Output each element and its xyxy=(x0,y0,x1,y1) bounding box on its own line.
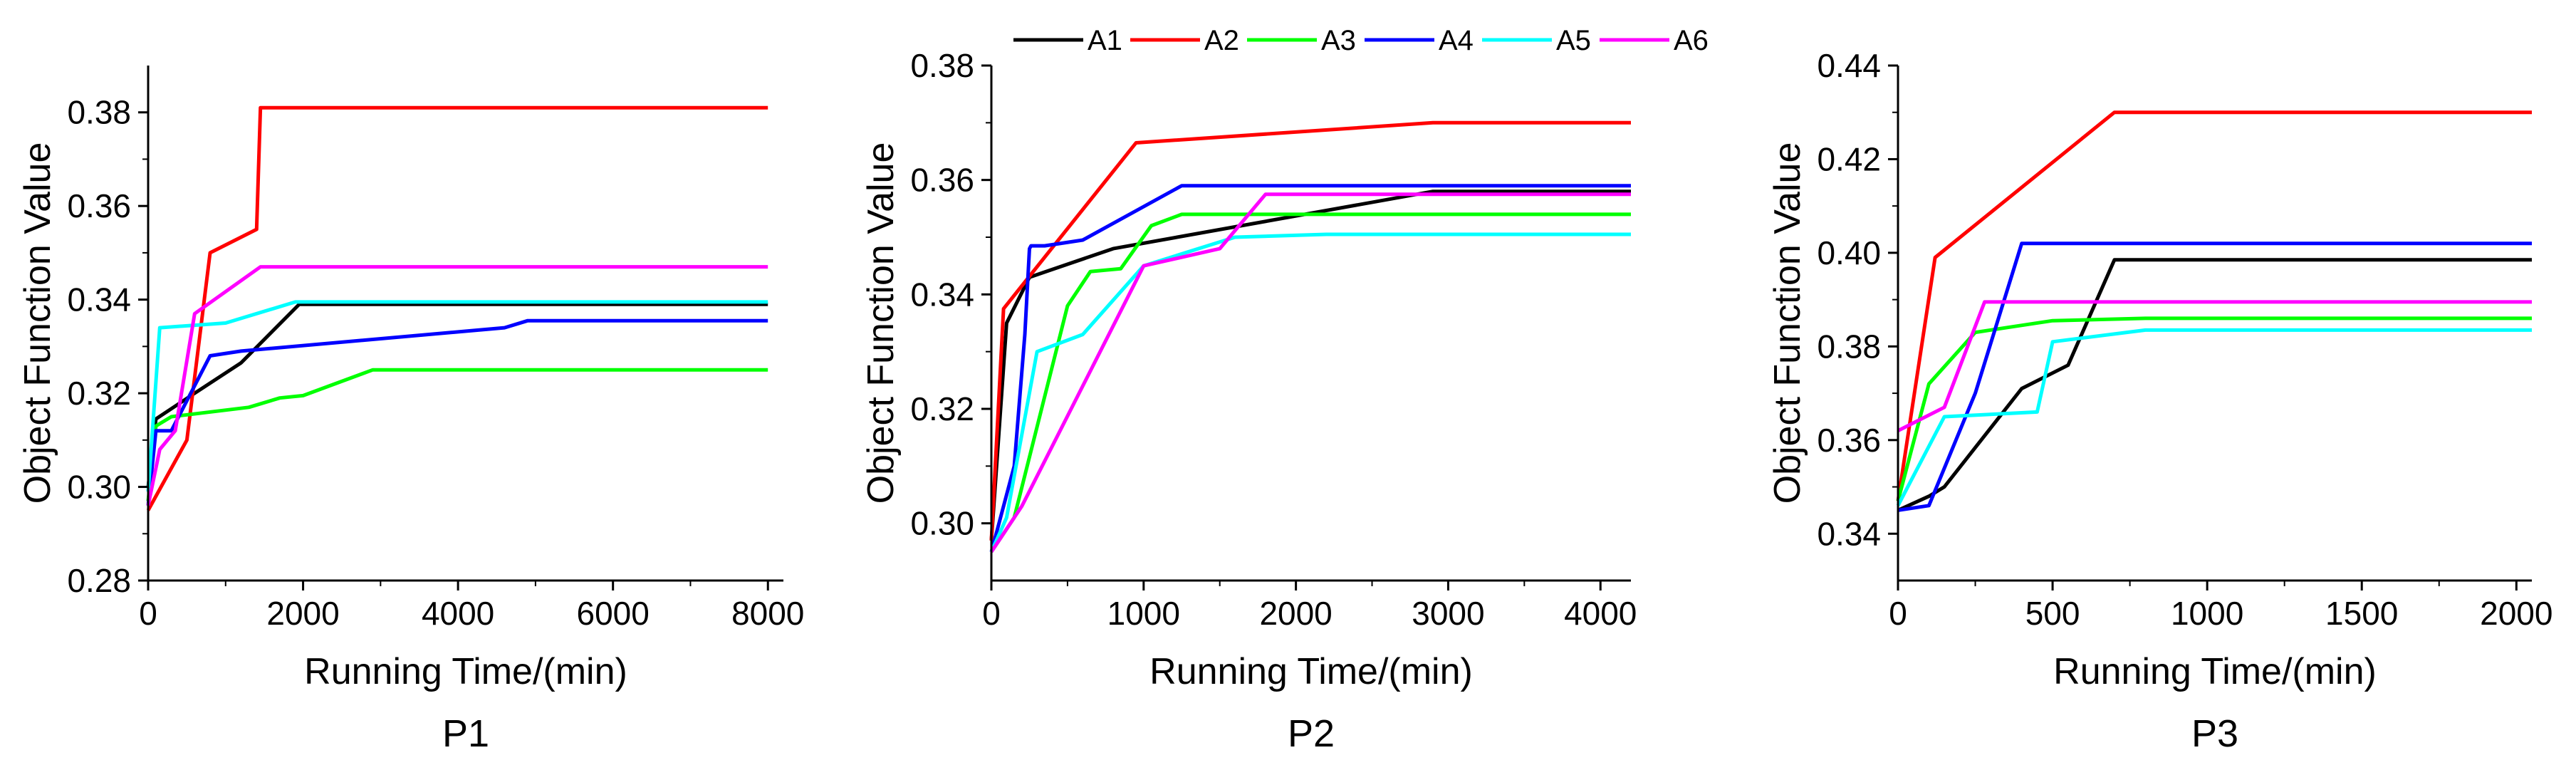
chart-p3: 0 500 1000 1500 2000 0.34 0.36 0.38 0.40 0.42 0.44… xyxy=(1767,47,2552,755)
y-tick-label: 0.32 xyxy=(67,375,131,412)
y-tick-label: 0.32 xyxy=(910,390,974,427)
y-tick-label: 0.38 xyxy=(910,47,974,84)
x-tick-label: 8000 xyxy=(731,595,804,632)
y-tick-label: 0.34 xyxy=(1817,515,1881,552)
x-tick-label: 1500 xyxy=(2325,595,2398,632)
y-tick-label: 0.30 xyxy=(67,469,131,506)
x-tick-label: 1000 xyxy=(2171,595,2243,632)
panel-title: P1 xyxy=(442,712,489,755)
legend-label-a2: A2 xyxy=(1204,25,1239,56)
x-tick-label: 2000 xyxy=(1259,595,1332,632)
series-line-a5 xyxy=(1896,328,2532,506)
x-tick-label: 500 xyxy=(2025,595,2080,632)
y-tick-label: 0.34 xyxy=(910,276,974,313)
x-tick-label: 2000 xyxy=(2480,595,2552,632)
legend-label-a4: A4 xyxy=(1439,25,1474,56)
x-tick-label: 4000 xyxy=(1564,595,1637,632)
y-tick-label: 0.36 xyxy=(1817,422,1881,459)
y-tick-label: 0.36 xyxy=(910,162,974,199)
series-line-a4 xyxy=(146,318,768,506)
chart-p1: 0 2000 4000 6000 8000 0.28 0.30 0.32 0.34 0.36 0.3… xyxy=(17,66,804,755)
x-tick-label: 1000 xyxy=(1107,595,1180,632)
panel-title: P2 xyxy=(1288,712,1335,755)
y-tick-label: 0.40 xyxy=(1817,234,1881,271)
series-line-a2 xyxy=(146,105,768,511)
panel-title: P3 xyxy=(2191,712,2238,755)
x-axis-title: Running Time/(min) xyxy=(1149,651,1473,692)
series-line-a4 xyxy=(989,184,1631,553)
y-tick-label: 0.30 xyxy=(910,505,974,542)
series-line-a2 xyxy=(1896,110,2532,501)
legend-label-a5: A5 xyxy=(1556,25,1591,56)
legend-label-a1: A1 xyxy=(1088,25,1122,56)
series-line-a6 xyxy=(989,192,1631,553)
legend-label-a6: A6 xyxy=(1674,25,1709,56)
series-line-a6 xyxy=(1897,300,2532,432)
legend: A1 A2 A3 A4 A5 A6 xyxy=(1013,25,1709,56)
y-tick-label: 0.28 xyxy=(67,562,131,599)
y-tick-label: 0.42 xyxy=(1817,140,1881,177)
series-line-a6 xyxy=(146,265,768,506)
series-line-a3 xyxy=(1896,316,2532,501)
y-tick-label: 0.38 xyxy=(1817,328,1881,365)
x-tick-label: 0 xyxy=(1889,595,1907,632)
x-tick-label: 6000 xyxy=(577,595,650,632)
chart-p2: 0 1000 2000 3000 4000 0.30 0.32 0.34 0.36 0.38 Run… xyxy=(860,47,1637,755)
x-tick-label: 4000 xyxy=(422,595,494,632)
series-line-a3 xyxy=(146,368,768,501)
legend-label-a3: A3 xyxy=(1321,25,1356,56)
y-tick-label: 0.44 xyxy=(1817,47,1881,84)
x-tick-label: 3000 xyxy=(1412,595,1484,632)
y-tick-label: 0.34 xyxy=(67,281,131,318)
y-axis-title: Object Function Value xyxy=(1767,142,1808,504)
y-tick-label: 0.36 xyxy=(67,187,131,224)
series-line-a3 xyxy=(989,212,1631,553)
x-tick-label: 2000 xyxy=(266,595,339,632)
series-line-a2 xyxy=(989,120,1631,541)
x-axis-title: Running Time/(min) xyxy=(2053,651,2377,692)
y-axis-title: Object Function Value xyxy=(17,142,58,504)
series-line-a1 xyxy=(1897,258,2532,512)
x-axis-title: Running Time/(min) xyxy=(304,651,627,692)
y-axis-title: Object Function Value xyxy=(860,142,902,504)
y-tick-label: 0.38 xyxy=(67,94,131,131)
series-line-a4 xyxy=(1897,241,2532,512)
series-line-a5 xyxy=(989,232,1631,553)
series-line-a1 xyxy=(989,189,1631,541)
series-line-a5 xyxy=(146,300,768,492)
x-tick-label: 0 xyxy=(982,595,1001,632)
x-tick-label: 0 xyxy=(139,595,157,632)
